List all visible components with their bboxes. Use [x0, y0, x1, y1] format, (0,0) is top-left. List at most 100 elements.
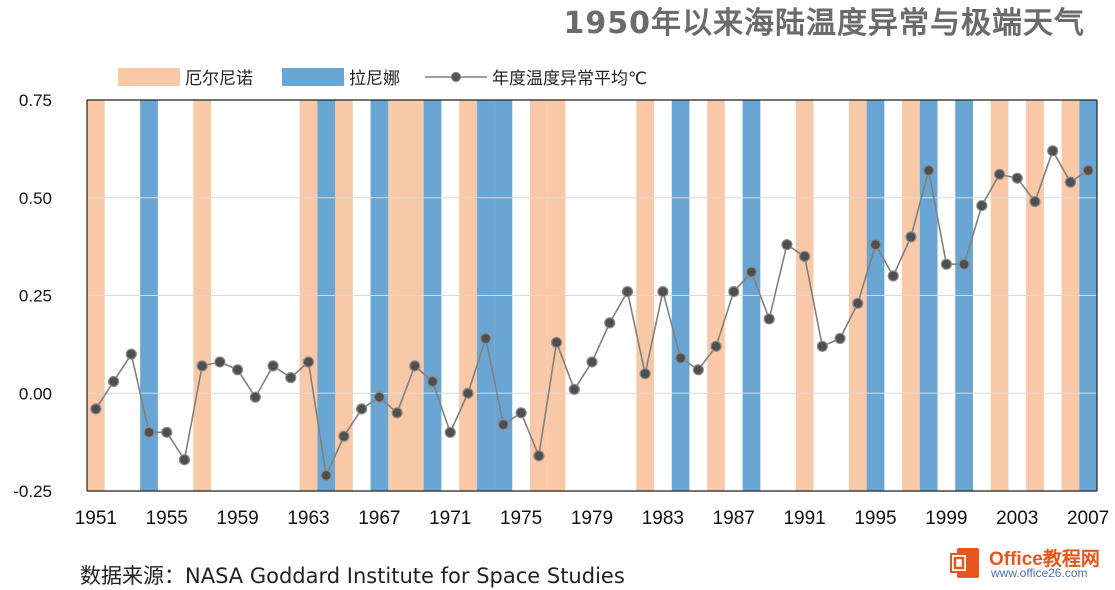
x-tick-label: 1991 [783, 508, 825, 529]
data-point [426, 375, 439, 388]
chart-title: 1950年以来海陆温度异常与极端天气 [563, 6, 1085, 41]
data-point [745, 266, 758, 278]
data-point [285, 372, 297, 384]
x-tick-label: 1995 [854, 508, 896, 529]
data-point [710, 340, 722, 352]
y-tick-label: 0.00 [19, 384, 52, 403]
data-point [444, 426, 456, 438]
data-point [462, 387, 474, 399]
y-tick-label: -0.25 [13, 482, 52, 501]
data-point [550, 336, 563, 349]
series-line-segment [963, 205, 983, 265]
x-tick-label: 1959 [216, 508, 258, 529]
legend-label-el-nino: 厄尔尼诺 [185, 69, 253, 89]
series-line-segment [874, 244, 894, 277]
series-points [90, 145, 1094, 481]
data-point [409, 360, 421, 372]
data-point [1082, 164, 1094, 176]
watermark-url: www.office26.com [991, 566, 1088, 580]
series-line-segment [520, 412, 540, 457]
data-point [497, 418, 510, 431]
source-note: 数据来源：NASA Goddard Institute for Space St… [80, 564, 625, 588]
legend-marker-swatch [451, 72, 461, 82]
data-point [1029, 196, 1041, 208]
series-line-segment [927, 170, 948, 265]
data-point [976, 199, 988, 212]
series-line-segment [910, 170, 930, 238]
data-point [763, 313, 775, 325]
y-tick-labels: 0.75 0.50 0.25 0.00 -0.25 [13, 91, 52, 501]
series-line-segment [484, 338, 505, 425]
data-point [196, 360, 208, 372]
y-tick-label: 0.25 [19, 287, 52, 306]
y-tick-label: 0.75 [19, 91, 52, 110]
series-line-segment [307, 361, 328, 476]
series-line-segment [662, 291, 682, 359]
data-point [621, 285, 634, 298]
series-line-segment [538, 342, 558, 456]
data-point [958, 258, 970, 270]
data-point [692, 364, 704, 376]
series-line-segment [325, 435, 345, 476]
data-point [869, 239, 882, 251]
data-point [1064, 176, 1077, 188]
series-line-segment [555, 342, 576, 390]
data-point [533, 450, 545, 462]
x-tick-label: 1951 [75, 508, 117, 529]
data-point [586, 356, 598, 368]
data-point [515, 407, 527, 419]
series-line-segment [591, 322, 611, 363]
data-point [90, 403, 102, 415]
watermark-name: Office教程网 [989, 549, 1100, 570]
series-line-segment [981, 173, 1001, 206]
x-tick-label: 2007 [1067, 508, 1109, 529]
data-point [674, 352, 687, 364]
data-point [356, 403, 368, 415]
data-point [320, 469, 332, 481]
data-point [887, 270, 899, 282]
series-line-segment [644, 291, 664, 374]
data-point [373, 391, 385, 403]
data-point [1011, 172, 1023, 184]
data-point [391, 407, 403, 419]
data-point [107, 375, 120, 388]
data-point [905, 231, 917, 243]
series-line-segment [857, 244, 877, 304]
data-point [657, 285, 669, 298]
legend-label-la-nina: 拉尼娜 [349, 69, 400, 89]
x-tick-label: 1999 [925, 508, 967, 529]
watermark: Office教程网 www.office26.com [949, 544, 1109, 584]
x-tick-label: 1987 [713, 508, 755, 529]
series-line-segment [715, 291, 735, 347]
series-line-segment [1034, 150, 1054, 202]
data-point [604, 317, 616, 329]
series-lines [95, 150, 1089, 476]
data-point [728, 285, 740, 298]
data-point [161, 426, 173, 438]
data-point [480, 332, 492, 345]
axes [86, 99, 1098, 492]
data-point [940, 258, 952, 270]
legend-swatch-la-nina [282, 68, 344, 86]
data-point [781, 239, 793, 251]
series-line-segment [803, 256, 824, 347]
series-line-segment [449, 392, 469, 433]
legend: 厄尔尼诺 拉尼娜 年度温度异常平均℃ [118, 68, 647, 89]
data-point [923, 164, 935, 176]
x-tick-label: 1963 [287, 508, 329, 529]
series-line-segment [1052, 150, 1072, 183]
data-point [249, 391, 261, 403]
x-tick-labels: 1951 1955 1959 1963 1967 1971 1975 1979 1983 1987… [75, 508, 1110, 529]
data-point [232, 364, 244, 376]
legend-label-series: 年度温度异常平均℃ [492, 69, 647, 89]
legend-swatch-el-nino [118, 68, 180, 86]
data-point [568, 383, 580, 395]
data-point [214, 356, 226, 368]
x-tick-label: 2003 [996, 508, 1038, 529]
data-point [799, 250, 811, 262]
data-point [267, 360, 279, 372]
series-line-segment [892, 236, 912, 277]
series-line-segment [626, 291, 646, 374]
data-point [852, 297, 864, 309]
series-line-segment [254, 365, 274, 398]
